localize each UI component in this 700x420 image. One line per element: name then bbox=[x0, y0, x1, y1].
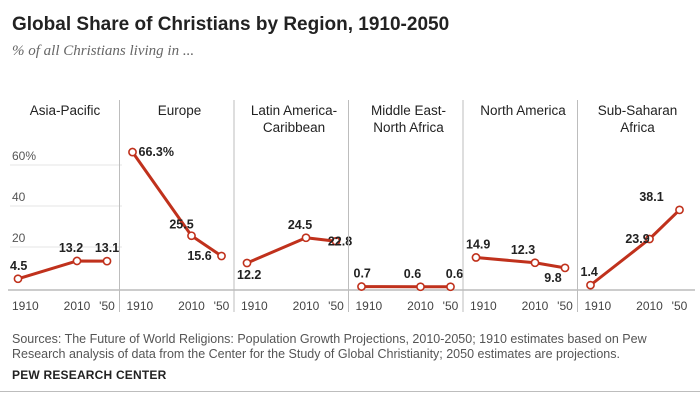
panel-title: Middle East- bbox=[371, 103, 446, 118]
data-label: 1.4 bbox=[581, 265, 598, 279]
data-label: 14.9 bbox=[466, 237, 490, 251]
y-tick-label: 60% bbox=[12, 149, 36, 163]
x-tick-label: 1910 bbox=[585, 299, 612, 313]
data-label: 0.7 bbox=[354, 267, 371, 281]
data-label: 9.8 bbox=[544, 271, 561, 285]
source-note: Sources: The Future of World Religions: … bbox=[12, 332, 647, 361]
series-line bbox=[131, 151, 223, 258]
data-label: 25.5 bbox=[169, 218, 193, 232]
x-tick-label: 1910 bbox=[470, 299, 497, 313]
data-point bbox=[331, 236, 341, 246]
x-tick-label: '50 bbox=[214, 299, 230, 313]
x-tick-label: 2010 bbox=[407, 299, 434, 313]
data-label: 13.2 bbox=[59, 241, 83, 255]
panel-title: Sub-Saharan bbox=[598, 103, 678, 118]
data-point bbox=[471, 253, 481, 262]
data-label: 12.2 bbox=[237, 268, 261, 282]
data-point bbox=[13, 274, 23, 284]
data-point bbox=[72, 256, 82, 266]
x-tick-label: 2010 bbox=[636, 299, 663, 313]
data-point bbox=[217, 251, 226, 261]
data-point bbox=[242, 258, 252, 268]
x-tick-label: 2010 bbox=[64, 299, 91, 313]
y-tick-label: 20 bbox=[12, 231, 26, 245]
data-label: 4.5 bbox=[10, 259, 27, 273]
data-label: 13.1 bbox=[95, 241, 119, 255]
x-tick-label: '50 bbox=[557, 299, 573, 313]
data-point bbox=[102, 256, 112, 266]
small-multiples-line-chart: 60% 40 20 Asia-Pacific 1910 2010 '50 4.5 13.2 13.… bbox=[8, 100, 695, 313]
x-tick-label: 1910 bbox=[12, 299, 39, 313]
x-tick-label: '50 bbox=[328, 299, 344, 313]
x-tick-label: 1910 bbox=[127, 299, 154, 313]
x-tick-label: '50 bbox=[99, 299, 115, 313]
data-label: 0.6 bbox=[404, 267, 421, 281]
series-line bbox=[589, 208, 681, 287]
data-point bbox=[586, 280, 595, 290]
data-point bbox=[675, 205, 684, 215]
data-label: 23.9 bbox=[625, 232, 649, 246]
data-label: 15.6 bbox=[187, 249, 211, 263]
data-point bbox=[530, 258, 540, 268]
data-label: 24.5 bbox=[288, 218, 312, 232]
data-point bbox=[301, 233, 311, 243]
panel-title: North Africa bbox=[373, 120, 444, 135]
data-point bbox=[187, 231, 196, 241]
series-line bbox=[475, 255, 566, 270]
x-tick-label: 1910 bbox=[356, 299, 383, 313]
data-label: 22.8 bbox=[328, 234, 352, 248]
series-line bbox=[17, 259, 108, 281]
chart-title: Global Share of Christians by Region, 19… bbox=[12, 14, 450, 35]
data-point bbox=[357, 282, 366, 291]
data-label: 66.3% bbox=[139, 145, 174, 159]
panel-title: North America bbox=[480, 103, 566, 118]
y-tick-label: 40 bbox=[12, 190, 26, 204]
x-tick-label: '50 bbox=[672, 299, 688, 313]
x-tick-label: 2010 bbox=[178, 299, 205, 313]
data-label: 38.1 bbox=[639, 190, 663, 204]
data-label: 12.3 bbox=[511, 243, 535, 257]
data-point bbox=[128, 147, 137, 157]
x-tick-label: 1910 bbox=[241, 299, 268, 313]
data-point bbox=[645, 234, 654, 244]
data-point bbox=[560, 263, 570, 273]
panel-title: Europe bbox=[158, 103, 202, 118]
series-line bbox=[246, 236, 337, 265]
panel-title: Latin America- bbox=[251, 103, 337, 118]
organization-label: PEW RESEARCH CENTER bbox=[12, 368, 167, 382]
panel-title: Asia-Pacific bbox=[30, 103, 101, 118]
footer-divider bbox=[0, 391, 700, 392]
x-tick-label: 2010 bbox=[522, 299, 549, 313]
data-point bbox=[416, 282, 425, 292]
data-point bbox=[446, 282, 455, 292]
data-label: 0.6 bbox=[446, 267, 463, 281]
panel-title: Caribbean bbox=[263, 120, 325, 135]
chart-subtitle: % of all Christians living in ... bbox=[12, 43, 195, 59]
x-tick-label: 2010 bbox=[293, 299, 320, 313]
panel-title: Africa bbox=[620, 120, 655, 135]
x-tick-label: '50 bbox=[443, 299, 459, 313]
